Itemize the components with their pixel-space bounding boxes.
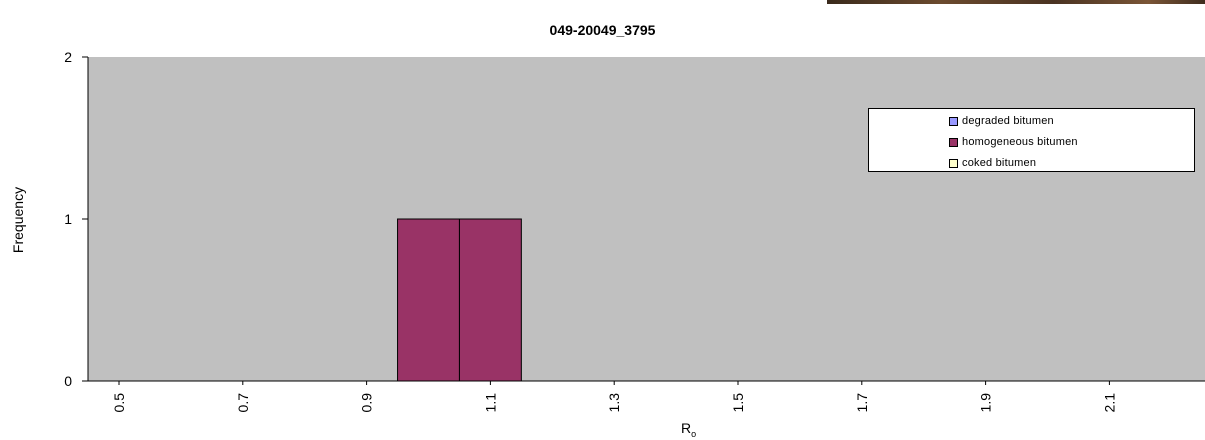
x-tick-label: 0.5 (111, 393, 127, 413)
x-tick-label: 1.7 (854, 393, 870, 413)
x-axis-label-main: R (681, 420, 692, 436)
legend-label: coked bitumen (962, 157, 1037, 169)
plot-area (88, 57, 1205, 381)
x-axis-label: Ro (681, 420, 696, 439)
x-tick-label: 1.1 (482, 393, 498, 413)
bars-layer (397, 218, 522, 382)
legend-label: homogeneous bitumen (962, 136, 1078, 148)
x-tick-label: 0.9 (359, 393, 375, 413)
legend-item-coked: coked bitumen (949, 156, 1036, 170)
y-axis-label: Frequency (10, 186, 26, 254)
x-tick-label: 0.7 (235, 393, 251, 413)
x-axis-label-subscript: o (691, 428, 697, 439)
x-tick-label: 1.5 (730, 393, 746, 413)
bar (458, 218, 522, 382)
legend-item-degraded: degraded bitumen (949, 114, 1054, 128)
bar (397, 218, 460, 382)
x-tick-label: 1.9 (978, 393, 994, 413)
chart-title: 049-20049_3795 (549, 22, 656, 38)
legend-label: degraded bitumen (962, 115, 1054, 127)
y-tick-label: 1 (64, 211, 72, 227)
legend-swatch-degraded (949, 116, 958, 126)
legend-swatch-homogeneous (949, 137, 958, 147)
ticks-layer: 0 1 2 0.5 0.7 0.9 1.1 1.3 1.5 1.7 1.9 2.1 (64, 49, 1117, 412)
x-tick-label: 1.3 (606, 393, 622, 413)
legend-swatch-coked (949, 158, 958, 168)
legend-item-homogeneous: homogeneous bitumen (949, 135, 1078, 149)
legend: degraded bitumen homogeneous bitumen cok… (868, 108, 1195, 172)
x-tick-label: 2.1 (1101, 393, 1117, 413)
photo-thumbnail-edge (827, 0, 1205, 4)
y-tick-label: 0 (64, 373, 72, 389)
y-tick-label: 2 (64, 49, 72, 65)
